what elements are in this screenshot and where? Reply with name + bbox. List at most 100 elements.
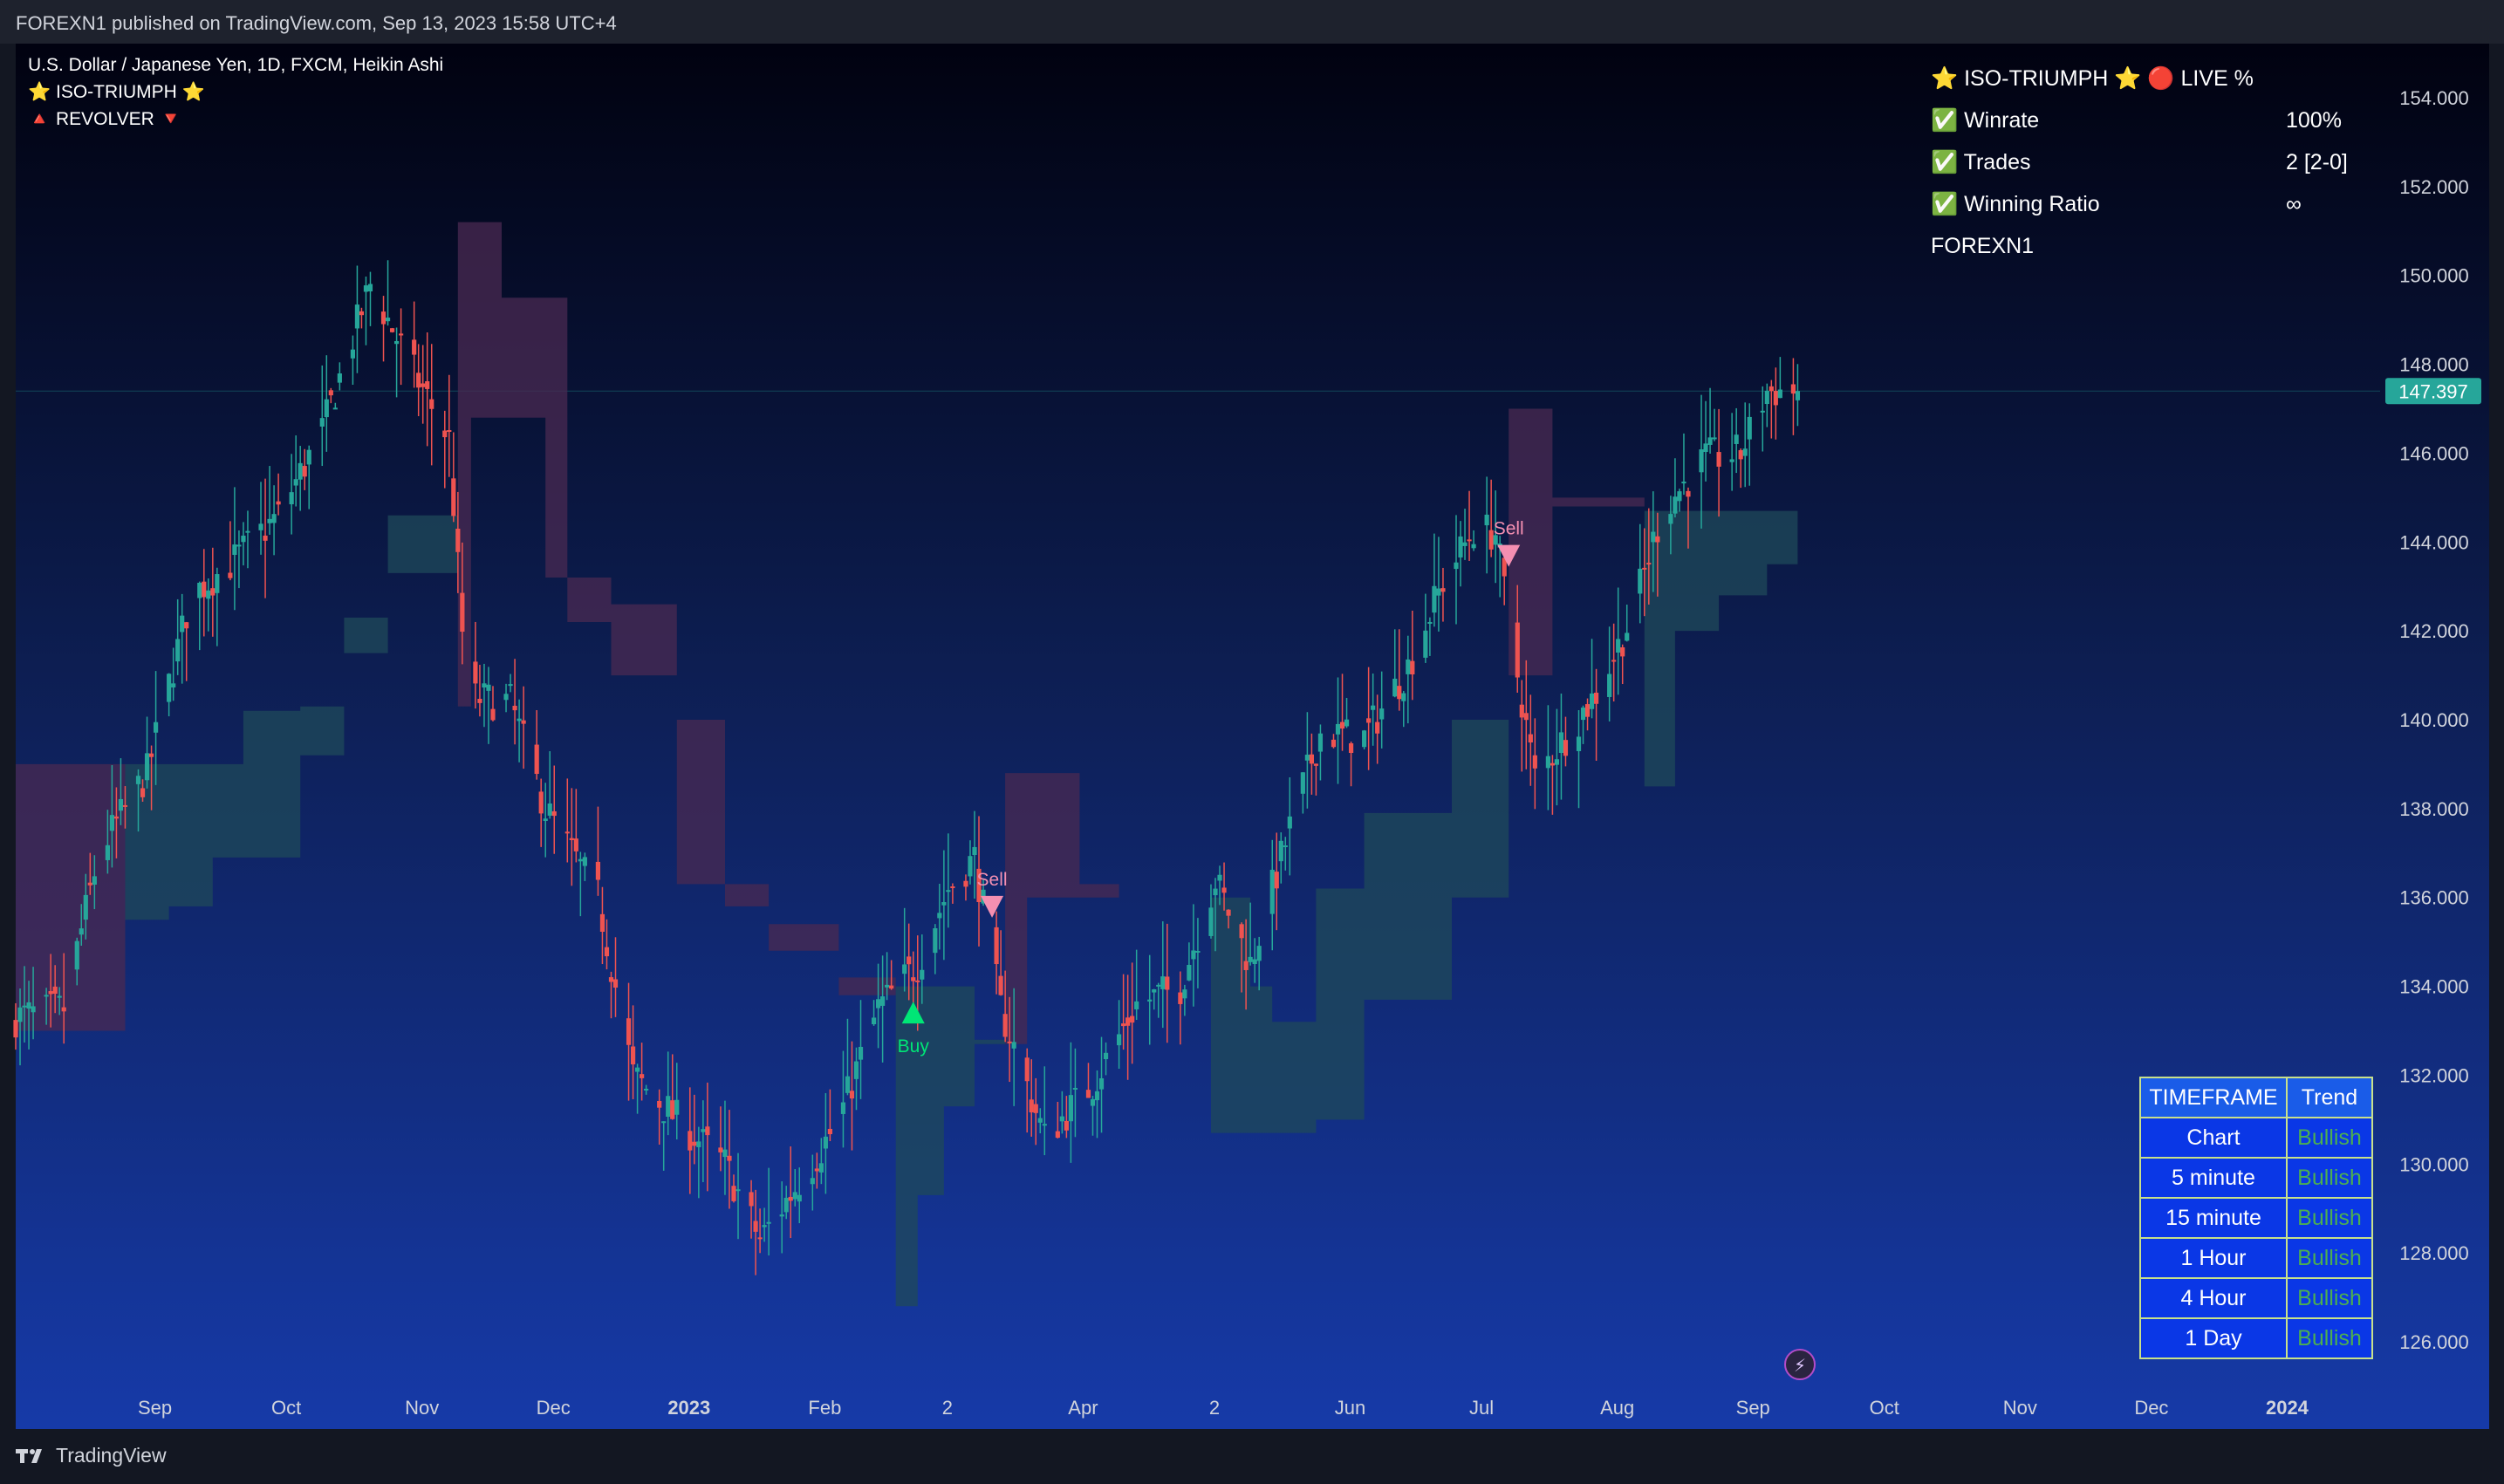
bearish-band	[1005, 773, 1211, 1044]
candle-body	[920, 969, 925, 980]
candle-body	[1703, 443, 1708, 453]
candle-body	[521, 720, 526, 724]
candle-body	[332, 407, 338, 410]
candle-body	[289, 492, 294, 505]
candle-body	[421, 383, 426, 387]
timeframe-cell: 4 Hour	[2139, 1277, 2288, 1319]
candle-body	[1287, 816, 1292, 829]
timeframe-header: TIMEFRAME	[2139, 1077, 2288, 1118]
time-tick-label: Dec	[537, 1397, 571, 1419]
candle-body	[267, 518, 272, 523]
candle-body	[385, 318, 391, 322]
candle-body	[1037, 1118, 1043, 1123]
bullish-band	[125, 510, 458, 920]
candle-body	[1668, 514, 1673, 524]
timeframe-cell: 1 Day	[2139, 1317, 2288, 1359]
time-tick-label: Feb	[808, 1397, 841, 1419]
indicator-legend-revolver[interactable]: 🔺 REVOLVER 🔻	[28, 109, 182, 129]
buy-signal-label: Buy	[898, 1036, 930, 1057]
candle-body	[885, 984, 890, 988]
candle-body	[1213, 888, 1218, 896]
candle-body	[875, 999, 881, 1009]
candle-body	[1651, 531, 1656, 543]
candle-body	[1072, 1087, 1078, 1090]
lightning-icon[interactable]: ⚡	[1794, 1355, 1806, 1376]
candle-body	[1094, 1091, 1100, 1101]
time-tick-label: Sep	[138, 1397, 172, 1419]
candle-body	[210, 588, 216, 596]
candle-body	[753, 1221, 758, 1232]
candle-body	[57, 995, 62, 998]
candle-body	[1300, 772, 1305, 794]
candle-body	[871, 1017, 877, 1025]
candle-body	[1068, 1095, 1073, 1122]
candle-body	[976, 868, 982, 902]
time-tick-label: Aug	[1600, 1397, 1634, 1419]
candle-body	[731, 1186, 736, 1201]
candle-body	[26, 1002, 31, 1009]
candle-body	[1677, 491, 1682, 502]
candle-body	[1454, 562, 1459, 570]
candle-body	[1734, 434, 1739, 444]
candle-body	[827, 1128, 832, 1135]
candle-body	[1362, 730, 1367, 748]
bearish-band	[16, 763, 126, 1031]
candle-body	[241, 535, 246, 543]
top-bar: FOREXN1 published on TradingView.com, Se…	[0, 0, 2504, 44]
candle-body	[674, 1099, 680, 1115]
candle-body	[569, 838, 574, 840]
candle-body	[604, 947, 610, 957]
candle-body	[634, 1067, 640, 1072]
candle-body	[814, 1168, 819, 1172]
candle-body	[1528, 734, 1533, 743]
candle-body	[998, 975, 1003, 995]
candle-body	[582, 857, 587, 866]
candle-body	[564, 831, 570, 834]
candle-body	[718, 1147, 723, 1152]
price-tick-label: 136.000	[2399, 887, 2469, 909]
tradingview-logo-icon	[16, 1448, 42, 1463]
indicator-legend-iso-triumph[interactable]: ⭐ ISO-TRIUMPH ⭐	[28, 82, 205, 102]
candle-body	[167, 674, 172, 702]
price-tick-label: 148.000	[2399, 354, 2469, 376]
tradingview-brand[interactable]: TradingView	[16, 1444, 167, 1467]
candle-body	[363, 285, 369, 292]
symbol-legend[interactable]: U.S. Dollar / Japanese Yen, 1D, FXCM, He…	[28, 55, 444, 75]
candle-body	[1335, 723, 1341, 735]
candle-body	[1764, 390, 1769, 405]
timeframe-cell: 15 minute	[2139, 1197, 2288, 1239]
time-axis[interactable]: Sep Oct Nov Dec 2023 Feb 2 Apr 2 Jun Jul Aug Sep Oct N…	[138, 1397, 2309, 1419]
candle-body	[543, 818, 548, 821]
candle-body	[1406, 659, 1411, 674]
price-tick-label: 126.000	[2399, 1331, 2469, 1353]
candle-body	[83, 894, 88, 920]
candle-body	[399, 333, 404, 336]
candle-body	[950, 886, 955, 888]
candle-body	[350, 349, 356, 359]
lightning-button[interactable]: ⚡	[1784, 1349, 1816, 1380]
candle-body	[1116, 1034, 1122, 1046]
candle-body	[293, 479, 298, 486]
candle-body	[1256, 946, 1262, 961]
trend-cell: Bullish	[2286, 1317, 2373, 1359]
candle-body	[215, 574, 220, 593]
candle-body	[1055, 1131, 1060, 1139]
price-axis[interactable]: 154.000 152.000 150.000 148.000 146.000 144.0…	[2399, 87, 2469, 1353]
candle-body	[1002, 1014, 1008, 1037]
candle-body	[1790, 384, 1796, 394]
candle-body	[1243, 961, 1249, 970]
timeframe-cell: 1 Hour	[2139, 1237, 2288, 1279]
candle-body	[1410, 660, 1415, 675]
candle-body	[79, 928, 84, 935]
candle-body	[696, 1141, 701, 1147]
candle-body	[180, 615, 185, 633]
candle-body	[153, 721, 159, 733]
candle-body	[818, 1163, 824, 1173]
lightning-icon-ring[interactable]	[1784, 1349, 1816, 1380]
candle-body	[1371, 705, 1376, 710]
candle-body	[1147, 999, 1153, 1002]
candle-body	[1317, 733, 1324, 752]
price-tick-label: 154.000	[2399, 87, 2469, 109]
candle-body	[144, 753, 150, 781]
